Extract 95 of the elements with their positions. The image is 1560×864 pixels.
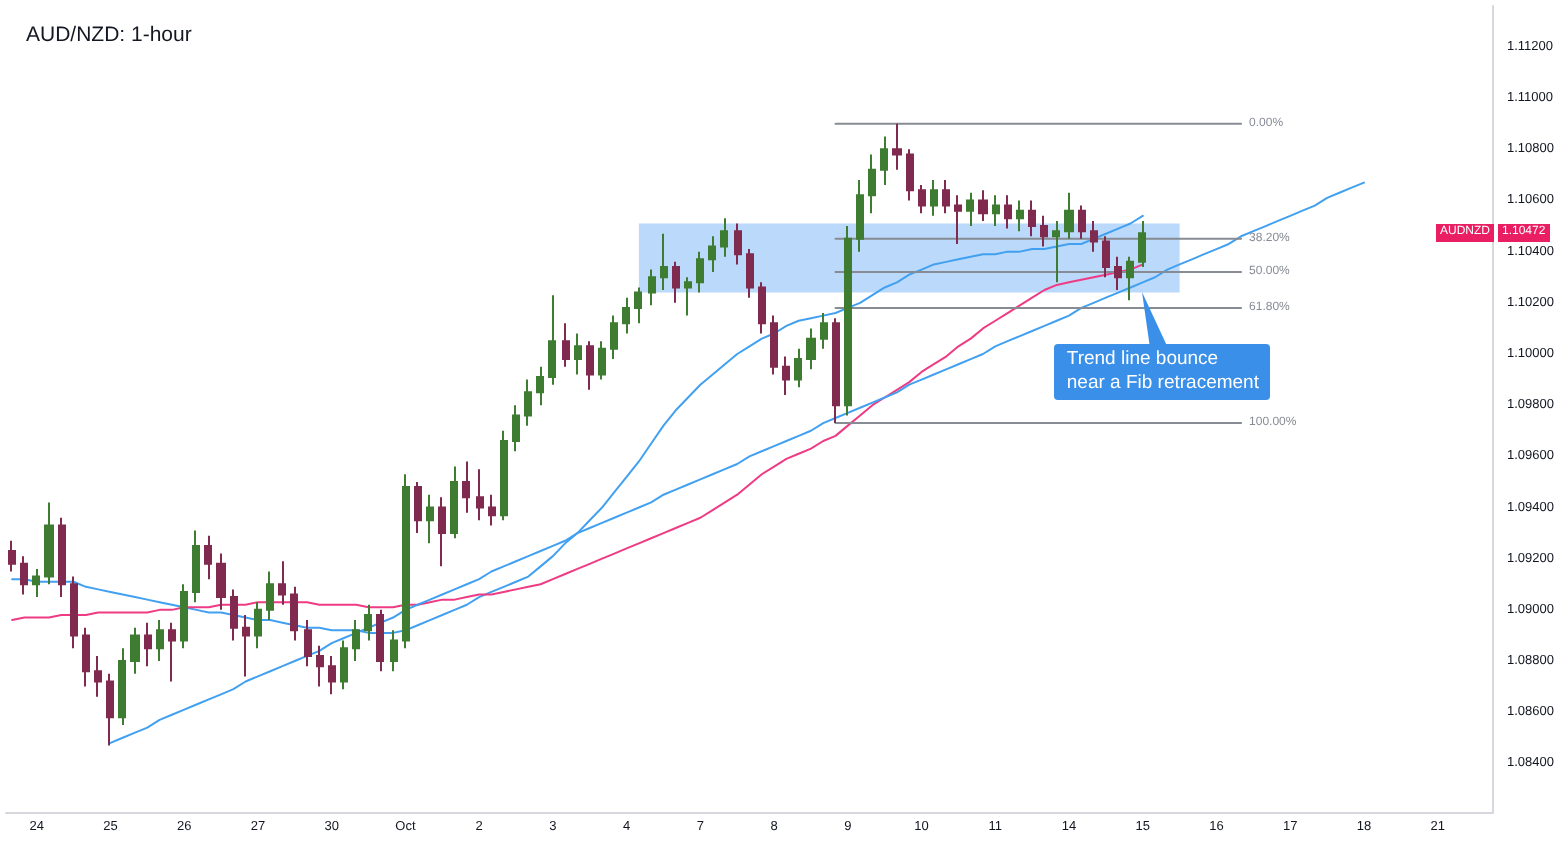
candlestick xyxy=(402,473,410,650)
candlestick xyxy=(746,248,754,299)
candlestick xyxy=(1114,255,1122,292)
candlestick xyxy=(832,317,840,425)
candlestick xyxy=(880,135,888,187)
candlestick xyxy=(316,644,324,688)
candlestick xyxy=(574,332,582,376)
candlestick xyxy=(290,585,298,642)
candlestick xyxy=(304,619,312,668)
candlestick xyxy=(168,621,176,683)
text: AUD/NZD: 1-hour xyxy=(26,23,193,47)
candlestick xyxy=(696,250,704,294)
candlestick xyxy=(1126,255,1134,302)
candlestick xyxy=(1028,199,1036,238)
candlestick xyxy=(94,654,102,698)
candlestick xyxy=(390,629,398,673)
candlestick xyxy=(254,601,262,650)
candlestick xyxy=(180,583,188,650)
candlestick xyxy=(660,232,668,292)
candlestick xyxy=(548,294,556,386)
candlestick xyxy=(562,322,570,368)
candlestick xyxy=(1052,219,1060,284)
annotation: Trend line bounce near a Fib retracement xyxy=(1054,344,1271,401)
candlestick xyxy=(364,603,372,642)
candlestick xyxy=(794,347,802,389)
candlestick xyxy=(500,429,508,522)
candlestick xyxy=(684,276,692,317)
candlestick xyxy=(844,225,852,417)
candlestick xyxy=(82,626,90,688)
candlestick xyxy=(856,178,864,253)
candlestick xyxy=(930,178,938,217)
candlestick xyxy=(648,268,656,307)
candlestick xyxy=(230,588,238,642)
candlestick xyxy=(1078,204,1086,240)
candlestick xyxy=(820,312,828,350)
candlestick xyxy=(758,281,766,335)
candlestick xyxy=(1138,219,1146,268)
candlestick xyxy=(414,480,422,535)
candlestick xyxy=(20,555,28,596)
candlestick xyxy=(144,621,152,668)
candlestick xyxy=(156,619,164,663)
candlestick xyxy=(892,122,902,171)
candlestick xyxy=(204,534,212,581)
candlestick xyxy=(708,235,716,274)
candlestick xyxy=(782,355,790,396)
candlestick xyxy=(278,560,286,606)
candlestick xyxy=(266,570,274,622)
candlestick xyxy=(118,647,126,726)
candlestick xyxy=(512,404,520,453)
candlestick xyxy=(610,314,618,361)
candlestick xyxy=(438,496,446,568)
candlestick xyxy=(868,153,876,215)
candlestick xyxy=(1004,194,1012,230)
candlestick xyxy=(352,619,360,663)
candlestick xyxy=(450,465,458,540)
candlestick xyxy=(462,460,470,514)
candlestick xyxy=(1040,214,1048,248)
candlestick xyxy=(106,672,114,747)
candlestick xyxy=(70,575,78,650)
candlestick xyxy=(598,340,606,381)
candlestick xyxy=(58,516,66,599)
candlestick xyxy=(328,654,336,696)
candlestick xyxy=(476,468,484,522)
candlestick xyxy=(32,567,40,599)
candlestick xyxy=(524,378,532,427)
candlestick xyxy=(906,148,914,202)
candlestick xyxy=(622,296,630,335)
candlestick xyxy=(978,189,988,222)
candlestick xyxy=(942,178,950,215)
candlestick xyxy=(992,194,1000,228)
candlestick xyxy=(1064,191,1074,240)
candlestick xyxy=(130,626,140,675)
candlestick xyxy=(672,260,680,304)
candlestick xyxy=(8,539,16,573)
candlestick xyxy=(44,501,54,586)
candlestick xyxy=(192,529,200,604)
candlestick xyxy=(216,552,226,611)
candlestick xyxy=(426,493,434,545)
candlestick xyxy=(918,184,926,215)
candlestick xyxy=(1102,235,1110,279)
candlestick xyxy=(1016,199,1024,233)
candlestick xyxy=(634,286,642,325)
candlestick xyxy=(770,314,778,376)
candlestick xyxy=(720,217,728,258)
candlestick xyxy=(586,340,594,391)
candlestick xyxy=(806,327,816,371)
candlestick xyxy=(954,194,962,245)
candlestick xyxy=(488,493,496,527)
candlestick xyxy=(340,639,348,691)
candlestick xyxy=(966,191,974,228)
candlestick xyxy=(242,613,250,678)
candlestick xyxy=(734,222,742,266)
candlestick xyxy=(536,365,544,407)
candlestick xyxy=(1090,219,1098,253)
candlestick xyxy=(376,608,384,673)
